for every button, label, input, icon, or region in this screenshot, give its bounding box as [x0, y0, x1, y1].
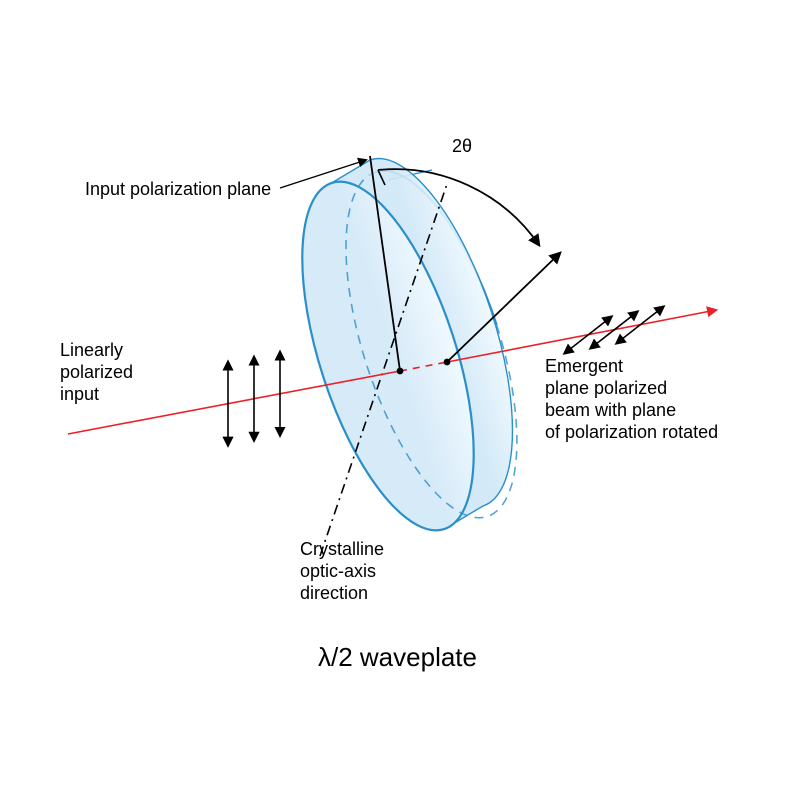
label-input-polarization-plane: Input polarization plane	[85, 179, 271, 199]
front-center-dot	[397, 368, 404, 375]
angle-2theta-label: 2θ	[452, 136, 472, 156]
diagram-title: λ/2 waveplate	[318, 642, 477, 672]
label-emergent-beam: Emergentplane polarizedbeam with planeof…	[545, 356, 718, 442]
label-crystalline-optic-axis: Crystallineoptic-axisdirection	[300, 539, 384, 603]
label-linearly-polarized-input: Linearlypolarizedinput	[60, 340, 133, 404]
output-polarization-arrow	[590, 312, 637, 349]
output-polarization-arrow	[564, 317, 611, 354]
back-center-dot	[444, 359, 451, 366]
output-polarization-arrow	[616, 307, 663, 344]
